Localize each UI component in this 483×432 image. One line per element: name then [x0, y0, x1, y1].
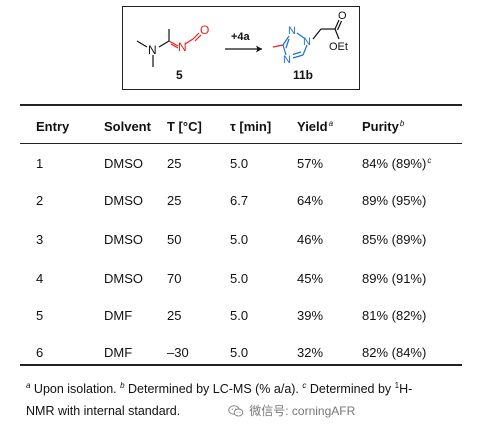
product-red-bonds — [272, 44, 284, 48]
footnote-b-text: Determined by LC-MS (% a/a). — [124, 382, 303, 396]
cell-solvent: DMSO — [104, 271, 143, 286]
cell-entry: 1 — [36, 156, 44, 171]
header-entry: Entry — [36, 119, 70, 134]
cell-residence-time: 6.7 — [230, 193, 249, 208]
cell-entry: 3 — [36, 232, 44, 247]
footnote-b-mark: b — [120, 381, 125, 390]
product-n1-atom: N — [303, 36, 311, 48]
reactant-n-atom: N — [148, 43, 157, 57]
cell-residence-time: 5.0 — [230, 345, 249, 360]
table-row: 3 DMSO 50 5.0 46% 85% (89%) — [0, 232, 483, 252]
table-bottom-rule — [20, 364, 462, 366]
watermark-text: 微信号: corningAFR — [249, 404, 356, 418]
header-residence-time: τ [min] — [230, 119, 272, 134]
table-row: 2 DMSO 25 6.7 64% 89% (95%) — [0, 193, 483, 213]
cell-purity: 82% (84%) — [362, 345, 427, 360]
header-purity-note: b — [399, 119, 405, 128]
reactant-isocyanate-group — [168, 32, 202, 49]
cell-purity: 85% (89%) — [362, 232, 427, 247]
product-n2-atom: N — [288, 25, 296, 37]
header-solvent: Solvent — [104, 119, 151, 134]
scheme-drawing: N N O 5 +4a — [136, 10, 348, 82]
product-carbonyl-o-atom: O — [338, 10, 347, 22]
cell-yield: 57% — [297, 156, 324, 171]
cell-purity: 89% (91%) — [362, 271, 427, 286]
cell-purity: 84% (89%)c — [362, 156, 431, 171]
reaction-arrow — [225, 45, 262, 53]
header-purity-text: Purity — [362, 119, 399, 134]
cell-entry: 6 — [36, 345, 44, 360]
header-purity: Purityb — [362, 119, 404, 134]
cell-yield: 46% — [297, 232, 324, 247]
wechat-icon — [228, 405, 244, 417]
footnote-line-2-text: NMR with internal standard. — [26, 404, 181, 418]
cell-solvent: DMF — [104, 345, 133, 360]
header-temperature: T [°C] — [167, 119, 202, 134]
cell-purity-text: 84% (89%) — [362, 156, 427, 171]
table-row: 6 DMF –30 5.0 32% 82% (84%) — [0, 345, 483, 365]
footnote-c-text2: H- — [399, 382, 413, 396]
footnote-c-isotope: 1 — [394, 381, 400, 390]
footnote-line-1: a Upon isolation. b Determined by LC-MS … — [26, 375, 466, 400]
cell-purity: 81% (82%) — [362, 308, 427, 323]
footnote-c-text: Determined by — [306, 382, 395, 396]
cell-yield: 39% — [297, 308, 324, 323]
table-row: 1 DMSO 25 5.0 57% 84% (89%)c — [0, 156, 483, 176]
cell-residence-time: 5.0 — [230, 156, 249, 171]
cell-residence-time: 5.0 — [230, 308, 249, 323]
cell-solvent: DMSO — [104, 232, 143, 247]
cell-temperature: 25 — [167, 156, 182, 171]
cell-solvent: DMF — [104, 308, 133, 323]
product-ester-chain — [312, 19, 343, 40]
reactant-structure — [136, 29, 170, 67]
cell-entry: 5 — [36, 308, 44, 323]
cell-purity: 89% (95%) — [362, 193, 427, 208]
cell-residence-time: 5.0 — [230, 232, 249, 247]
table-footnotes: a Upon isolation. b Determined by LC-MS … — [26, 375, 466, 422]
reactant-o-atom: O — [200, 23, 209, 37]
product-triazole-ring — [282, 32, 308, 59]
footnote-a-text: Upon isolation. — [30, 382, 121, 396]
product-ester-group: OEt — [329, 41, 348, 53]
cell-entry: 2 — [36, 193, 44, 208]
cell-solvent: DMSO — [104, 156, 143, 171]
cell-temperature: 25 — [167, 308, 182, 323]
reaction-scheme: N N O 5 +4a — [122, 6, 360, 90]
cell-yield: 32% — [297, 345, 324, 360]
cell-residence-time: 5.0 — [230, 271, 249, 286]
cell-yield: 45% — [297, 271, 324, 286]
footnote-line-2: NMR with internal standard. 微信号: corning… — [26, 400, 466, 422]
product-n4-atom: N — [283, 54, 291, 66]
reactant-imine-n-atom: N — [178, 40, 187, 54]
header-yield-text: Yield — [297, 119, 328, 134]
header-yield-note: a — [328, 119, 334, 128]
watermark: 微信号: corningAFR — [228, 400, 355, 422]
cell-temperature: 70 — [167, 271, 182, 286]
table-top-rule — [20, 104, 462, 106]
product-label: 11b — [293, 68, 313, 82]
cell-yield: 64% — [297, 193, 324, 208]
cell-solvent: DMSO — [104, 193, 143, 208]
footnote-a-mark: a — [26, 381, 31, 390]
header-yield: Yielda — [297, 119, 333, 134]
reagent-label: +4a — [231, 31, 251, 43]
cell-temperature: 25 — [167, 193, 182, 208]
table-header-rule — [20, 143, 462, 144]
cell-temperature: 50 — [167, 232, 182, 247]
table-row: 5 DMF 25 5.0 39% 81% (82%) — [0, 308, 483, 328]
footnote-c-mark: c — [302, 381, 307, 390]
cell-entry: 4 — [36, 271, 44, 286]
table-row: 4 DMSO 70 5.0 45% 89% (91%) — [0, 271, 483, 291]
reactant-label: 5 — [176, 68, 183, 82]
cell-temperature: –30 — [167, 345, 189, 360]
cell-purity-note: c — [427, 156, 432, 165]
